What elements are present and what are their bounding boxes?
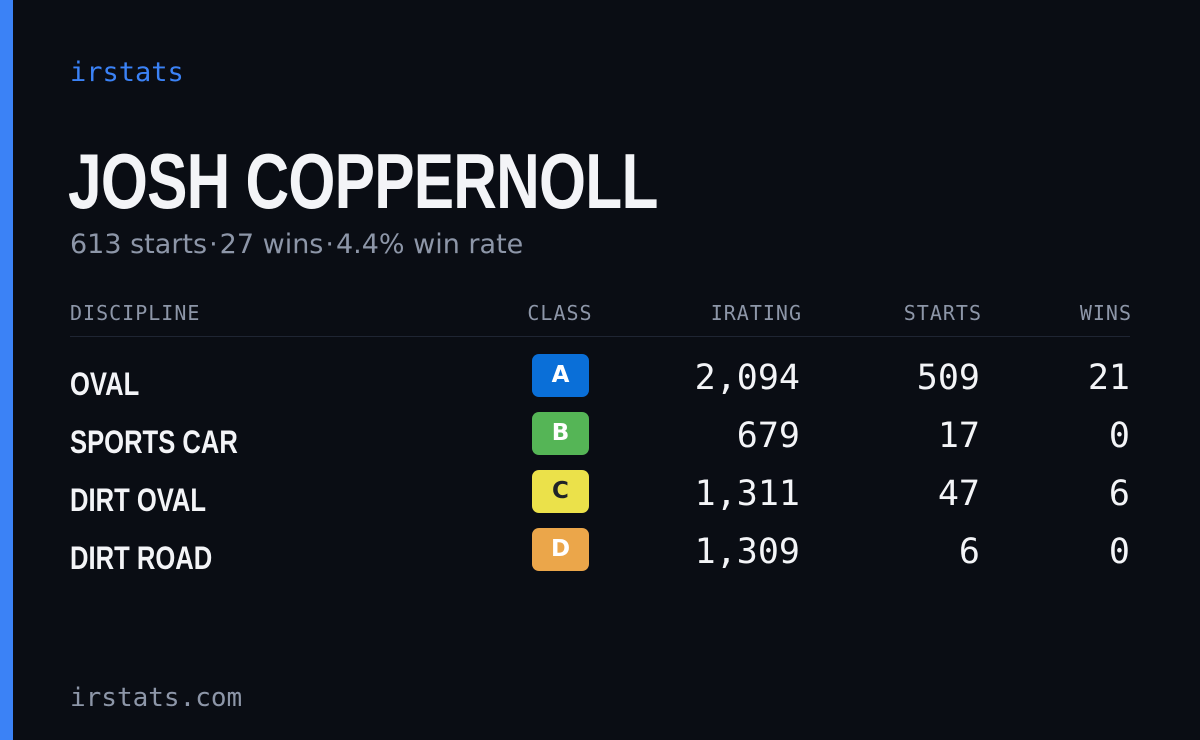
wins-value: 0 <box>1108 532 1130 572</box>
starts-value: 17 <box>937 416 980 456</box>
summary-win-rate: 4.4% win rate <box>335 229 524 260</box>
class-badge: A <box>532 354 589 397</box>
table-row: DIRT ROAD D 1,309 6 0 <box>0 528 1200 586</box>
irating-value: 679 <box>736 416 800 456</box>
discipline-label: DIRT ROAD <box>70 540 213 576</box>
discipline-label: DIRT OVAL <box>70 482 207 518</box>
header-irating: IRATING <box>710 301 802 325</box>
header-discipline: DISCIPLINE <box>70 301 201 325</box>
summary-wins: 27 wins <box>219 229 324 260</box>
summary-separator: · <box>209 229 218 260</box>
wins-value: 0 <box>1108 416 1130 456</box>
irating-value: 1,309 <box>694 532 800 572</box>
header-starts: STARTS <box>903 301 982 325</box>
class-badge: D <box>532 528 589 571</box>
irating-value: 2,094 <box>694 358 800 398</box>
discipline-label: OVAL <box>70 366 140 402</box>
table-row: DIRT OVAL C 1,311 47 6 <box>0 470 1200 528</box>
accent-bar <box>0 0 13 740</box>
header-wins: WINS <box>1079 301 1132 325</box>
header-class: CLASS <box>527 301 593 325</box>
table-row: SPORTS CAR B 679 17 0 <box>0 412 1200 470</box>
class-badge: C <box>532 470 589 513</box>
header-divider <box>70 336 1130 337</box>
wins-value: 21 <box>1087 358 1130 398</box>
starts-value: 509 <box>916 358 980 398</box>
footer-url: irstats.com <box>70 683 243 713</box>
summary-starts: 613 starts <box>70 229 208 260</box>
driver-summary: 613 starts·27 wins·4.4% win rate <box>70 227 523 263</box>
table-row: OVAL A 2,094 509 21 <box>0 354 1200 412</box>
irating-value: 1,311 <box>694 474 800 514</box>
discipline-label: SPORTS CAR <box>70 424 238 460</box>
class-badge: B <box>532 412 589 455</box>
summary-separator: · <box>325 229 334 260</box>
starts-value: 6 <box>958 532 980 572</box>
starts-value: 47 <box>937 474 980 514</box>
driver-name: JOSH COPPERNOLL <box>68 137 658 225</box>
brand-logo: irstats <box>70 57 184 88</box>
wins-value: 6 <box>1108 474 1130 514</box>
